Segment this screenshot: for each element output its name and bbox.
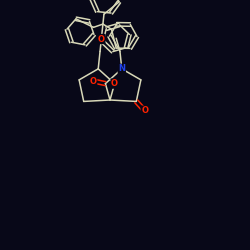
Text: N: N (118, 64, 125, 73)
Text: O: O (98, 34, 105, 43)
Text: O: O (141, 106, 148, 115)
Text: O: O (111, 79, 118, 88)
Text: O: O (90, 76, 97, 86)
